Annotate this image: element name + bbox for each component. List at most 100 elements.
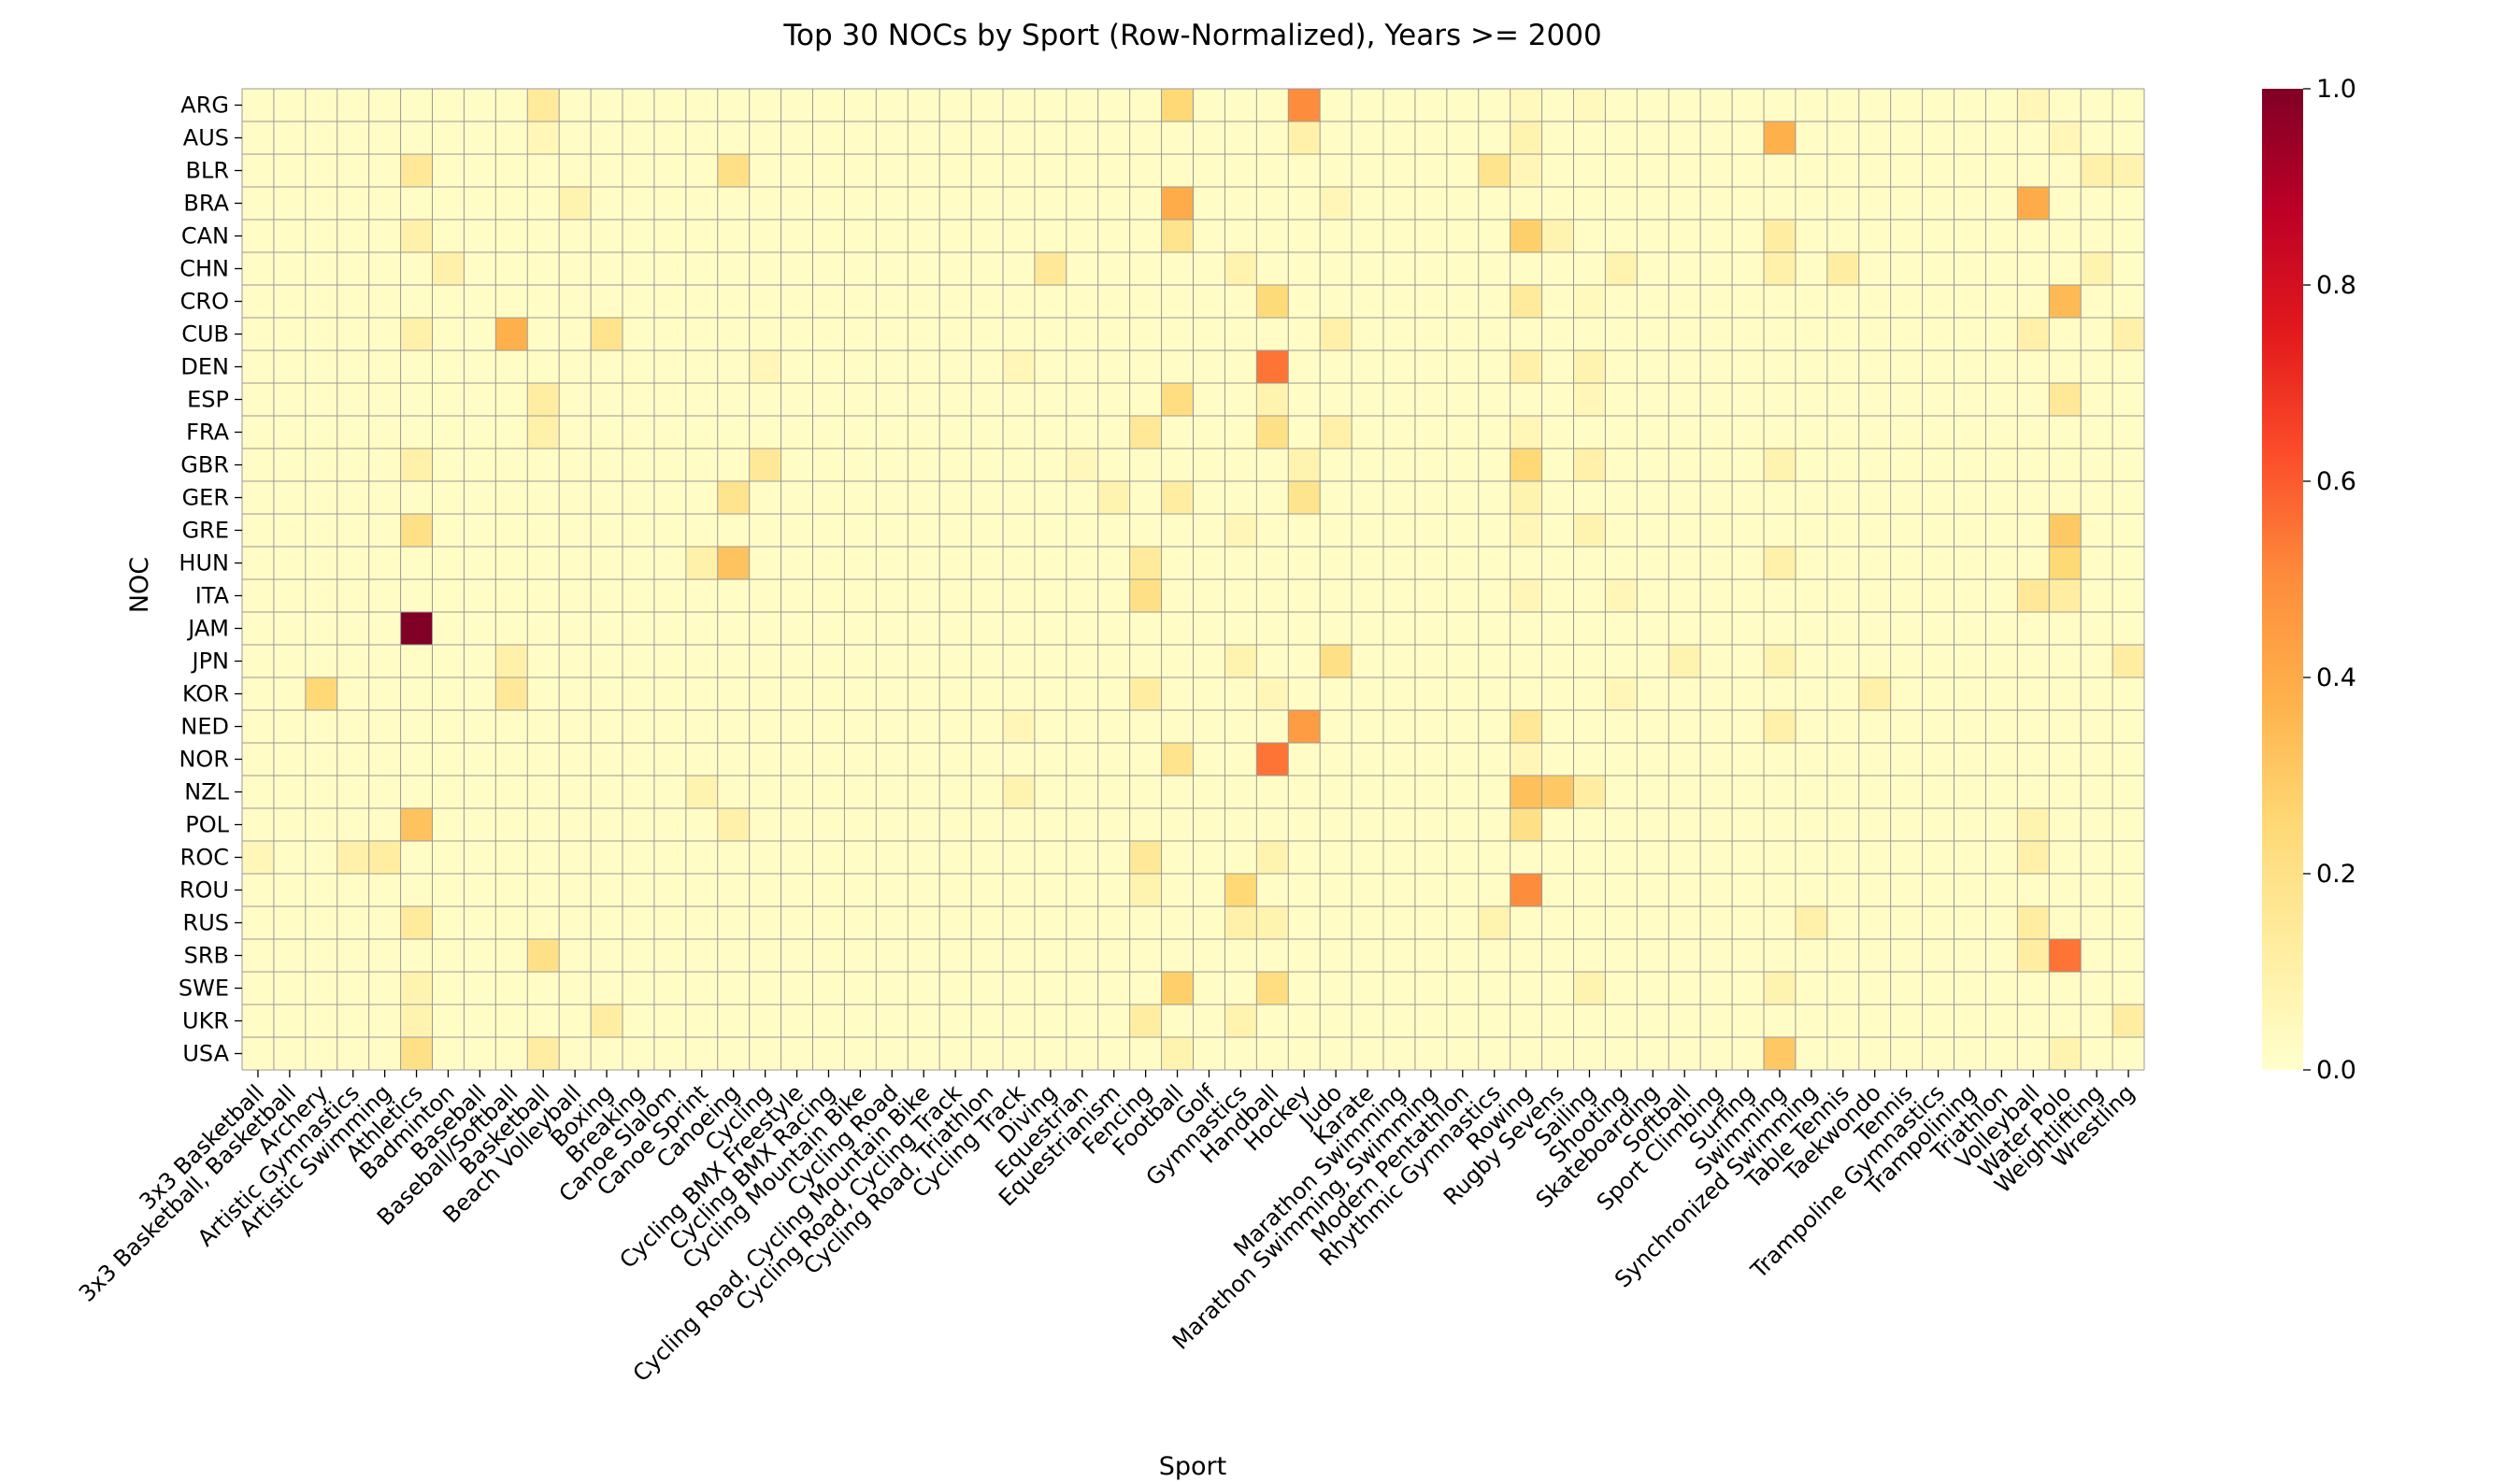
heatmap-cell	[336, 677, 370, 711]
heatmap-cell	[1478, 121, 1511, 155]
heatmap-cell	[780, 187, 813, 221]
heatmap-cell	[1320, 579, 1353, 613]
heatmap-cell	[1383, 579, 1416, 613]
heatmap-cell	[1097, 645, 1131, 678]
heatmap-cell	[717, 579, 751, 613]
heatmap-cell	[559, 285, 592, 319]
heatmap-cell	[844, 972, 877, 1005]
heatmap-cell	[1954, 89, 1986, 122]
heatmap-cell	[1890, 481, 1924, 515]
heatmap-cell	[653, 350, 687, 384]
heatmap-cell	[1605, 1005, 1638, 1038]
heatmap-cell	[908, 285, 940, 319]
heatmap-cell	[1922, 579, 1954, 613]
heatmap-cell	[273, 350, 307, 384]
heatmap-cell	[1573, 350, 1606, 384]
heatmap-cell	[2017, 416, 2050, 449]
heatmap-cell	[1605, 89, 1638, 122]
heatmap-cell	[1985, 906, 2018, 940]
heatmap-cell	[653, 449, 687, 482]
heatmap-cell	[1826, 318, 1860, 351]
heatmap-cell	[1066, 252, 1099, 286]
heatmap-cell	[1826, 1037, 1860, 1071]
heatmap-cell	[1352, 318, 1384, 351]
heatmap-cell	[1510, 449, 1543, 482]
heatmap-cell	[1003, 874, 1036, 907]
heatmap-cell	[1732, 677, 1765, 711]
heatmap-cell	[1732, 285, 1765, 319]
heatmap-cell	[559, 252, 592, 286]
heatmap-cell	[495, 874, 528, 907]
heatmap-cell	[2049, 187, 2082, 221]
heatmap-cell	[242, 383, 275, 417]
heatmap-cell	[1352, 187, 1384, 221]
heatmap-cell	[1193, 252, 1225, 286]
heatmap-cell	[1890, 416, 1924, 449]
heatmap-cell	[1732, 350, 1765, 384]
heatmap-cell	[876, 220, 909, 253]
heatmap-cell	[400, 972, 433, 1005]
heatmap-cell	[1478, 776, 1511, 809]
heatmap-cell	[273, 743, 307, 777]
heatmap-cell	[939, 1037, 972, 1071]
heatmap-cell	[273, 383, 307, 417]
heatmap-cell	[1446, 1005, 1480, 1038]
heatmap-cell	[2017, 547, 2050, 580]
heatmap-cell	[908, 677, 940, 711]
heatmap-cell	[971, 874, 1004, 907]
heatmap-cell	[1922, 874, 1954, 907]
heatmap-cell	[876, 383, 909, 417]
heatmap-cell	[1826, 350, 1860, 384]
heatmap-cell	[1414, 906, 1448, 940]
heatmap-cell	[1446, 808, 1480, 842]
heatmap-cell	[1066, 743, 1099, 777]
heatmap-cell	[1732, 383, 1765, 417]
heatmap-cell	[623, 383, 655, 417]
heatmap-cell	[1224, 547, 1257, 580]
heatmap-cell	[1193, 579, 1225, 613]
heatmap-cell	[1954, 579, 1986, 613]
heatmap-cell	[1700, 481, 1733, 515]
heatmap-cell	[432, 89, 465, 122]
heatmap-cell	[464, 906, 496, 940]
heatmap-cell	[1224, 318, 1257, 351]
heatmap-cell	[2049, 547, 2082, 580]
heatmap-cell	[1320, 383, 1353, 417]
heatmap-cell	[653, 285, 687, 319]
heatmap-cell	[1034, 416, 1067, 449]
heatmap-cell	[749, 285, 782, 319]
heatmap-cell	[2081, 579, 2113, 613]
heatmap-cell	[591, 1005, 623, 1038]
heatmap-cell	[1700, 416, 1733, 449]
heatmap-cell	[1858, 154, 1892, 188]
heatmap-cell	[368, 677, 402, 711]
heatmap-cell	[527, 449, 560, 482]
heatmap-cell	[971, 187, 1004, 221]
heatmap-cell	[464, 1037, 496, 1071]
heatmap-cell	[1256, 220, 1289, 253]
heatmap-cell	[812, 285, 845, 319]
heatmap-cell	[1985, 841, 2018, 875]
heatmap-cell	[1922, 1037, 1954, 1071]
colorbar	[2262, 89, 2303, 1070]
heatmap-cell	[1573, 906, 1606, 940]
heatmap-cell	[623, 874, 655, 907]
heatmap-cell	[1003, 383, 1036, 417]
heatmap-cell	[1668, 449, 1701, 482]
heatmap-cell	[1985, 612, 2018, 646]
heatmap-cell	[591, 1037, 623, 1071]
y-tick-label: JAM	[186, 616, 229, 642]
heatmap-cell	[1764, 187, 1797, 221]
heatmap-cell	[780, 939, 813, 973]
heatmap-cell	[1383, 514, 1416, 548]
heatmap-cell	[336, 841, 370, 875]
heatmap-cell	[1320, 972, 1353, 1005]
heatmap-cell	[1256, 89, 1289, 122]
heatmap-cell	[939, 1005, 972, 1038]
heatmap-cell	[623, 841, 655, 875]
heatmap-cell	[685, 220, 719, 253]
heatmap-cell	[559, 808, 592, 842]
heatmap-cell	[2017, 645, 2050, 678]
heatmap-cell	[273, 285, 307, 319]
heatmap-cell	[527, 776, 560, 809]
